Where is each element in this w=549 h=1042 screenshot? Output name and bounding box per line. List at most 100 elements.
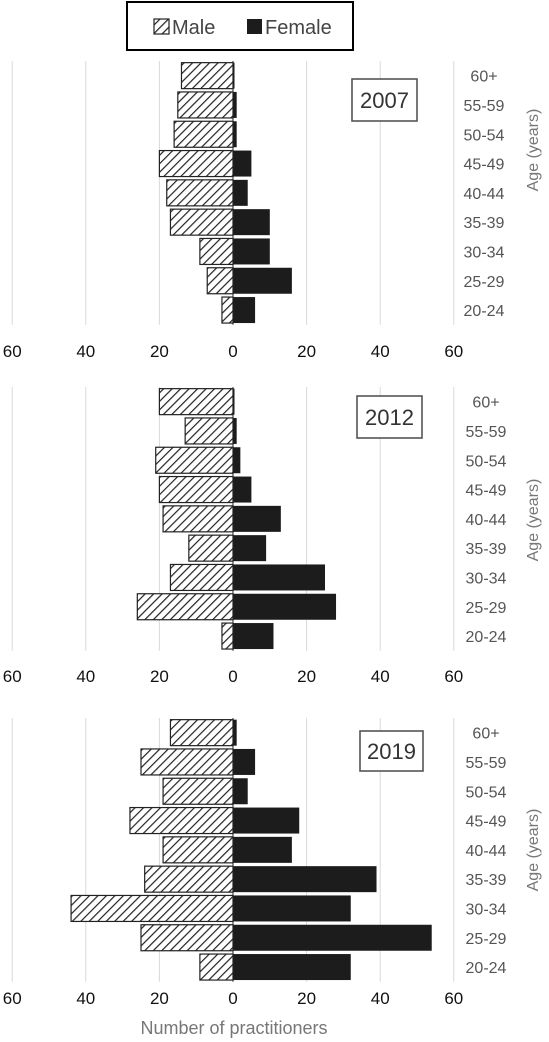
age-category-label: 50-54	[466, 784, 507, 801]
bar-female	[233, 895, 351, 922]
age-category-label: 20-24	[466, 960, 507, 977]
bar-female	[233, 91, 237, 118]
x-tick-label: 0	[228, 342, 237, 361]
bar-female	[233, 623, 274, 650]
x-tick-label: 0	[228, 667, 237, 686]
bar-male	[169, 208, 234, 236]
x-tick-label: 20	[297, 342, 316, 361]
bar-male	[180, 62, 234, 90]
x-tick-label: 60	[3, 342, 22, 361]
x-tick-label: 60	[3, 989, 22, 1008]
x-tick-label: 40	[371, 989, 390, 1008]
age-category-label: 60+	[472, 395, 499, 412]
age-category-label: 40-44	[464, 186, 505, 203]
x-tick-label: 40	[76, 989, 95, 1008]
bar-male	[162, 505, 234, 533]
bar-male	[221, 622, 234, 650]
age-category-label: 35-39	[464, 215, 505, 232]
bar-female	[233, 297, 256, 324]
age-category-label: 40-44	[466, 843, 507, 860]
bar-male	[184, 417, 234, 445]
age-category-label: 25-29	[466, 600, 507, 617]
x-tick-label: 40	[371, 667, 390, 686]
bar-female	[233, 476, 252, 503]
bar-male	[158, 149, 234, 178]
y-axis-title: Age (years)	[525, 109, 542, 192]
bar-female	[233, 954, 351, 981]
legend-male-label: Male	[172, 17, 215, 39]
age-category-label: 60+	[470, 69, 497, 86]
x-tick-label: 60	[444, 342, 463, 361]
age-category-label: 50-54	[464, 127, 505, 144]
bar-male	[144, 865, 234, 893]
age-category-label: 55-59	[466, 755, 507, 772]
x-tick-label: 20	[297, 667, 316, 686]
x-axis-title: Number of practitioners	[140, 1018, 327, 1038]
bar-male	[199, 237, 234, 266]
bar-female	[233, 150, 252, 177]
x-tick-label: 60	[3, 667, 22, 686]
bar-male	[162, 777, 234, 805]
bar-female	[233, 807, 300, 834]
bar-male	[166, 179, 234, 207]
x-tick-label: 60	[444, 667, 463, 686]
x-tick-label: 40	[76, 667, 95, 686]
bar-female	[233, 179, 248, 206]
bar-female	[233, 836, 292, 863]
bar-male	[169, 719, 234, 747]
bar-female	[233, 748, 256, 775]
bar-male	[155, 446, 234, 474]
panel-2007: 60 40 20 0 20 40 60 20-24 25-29 30-34 35-39 40-44 45…	[3, 61, 542, 361]
panel-2019: 60 40 20 0 20 40 6020-2425-2930-3435-3940-4445…	[3, 718, 542, 1008]
bar-female	[233, 388, 235, 415]
age-category-label: 50-54	[466, 453, 507, 470]
age-category-label: 35-39	[466, 872, 507, 889]
year-label: 2019	[367, 739, 416, 764]
x-tick-label: 20	[150, 342, 169, 361]
bar-male	[70, 894, 234, 923]
bar-male	[221, 296, 234, 324]
age-category-label: 35-39	[466, 541, 507, 558]
bar-female	[233, 719, 237, 746]
bar-male	[199, 953, 234, 981]
bar-female	[233, 238, 270, 265]
legend-female-swatch	[247, 19, 262, 34]
bar-female	[233, 505, 281, 532]
age-category-label: 25-29	[464, 274, 505, 291]
bar-female	[233, 447, 241, 474]
bar-female	[233, 417, 237, 444]
bar-male	[177, 91, 234, 119]
bar-female	[233, 267, 292, 294]
age-category-label: 40-44	[466, 512, 507, 529]
bar-male	[188, 534, 234, 562]
age-category-label: 25-29	[466, 931, 507, 948]
y-axis-title: Age (years)	[525, 479, 542, 562]
bar-female	[233, 866, 377, 893]
x-tick-label: 0	[228, 989, 237, 1008]
year-box	[351, 78, 418, 122]
bar-male	[158, 388, 234, 416]
bar-female	[233, 121, 237, 148]
x-tick-label: 20	[150, 989, 169, 1008]
bar-female	[233, 778, 248, 805]
x-tick-label: 20	[150, 667, 169, 686]
legend: Male Female	[126, 1, 354, 51]
age-category-label: 45-49	[466, 483, 507, 500]
bar-male	[136, 593, 234, 621]
age-category-label: 30-34	[466, 570, 507, 587]
bar-male	[140, 748, 234, 776]
bar-male	[173, 120, 234, 148]
age-category-label: 55-59	[464, 98, 505, 115]
bar-female	[233, 593, 337, 620]
panel-2012: 60 40 20 0 20 40 60 20-24 25-29 30-34 35-39 40-44 45…	[3, 387, 542, 686]
bar-female	[233, 209, 270, 236]
x-tick-label: 20	[297, 989, 316, 1008]
year-box	[359, 730, 424, 772]
bar-female	[233, 564, 325, 591]
bar-male	[140, 924, 234, 952]
bar-male	[206, 267, 234, 295]
age-category-label: 30-34	[464, 244, 505, 261]
bar-female	[233, 62, 235, 89]
year-label: 2012	[365, 405, 414, 430]
